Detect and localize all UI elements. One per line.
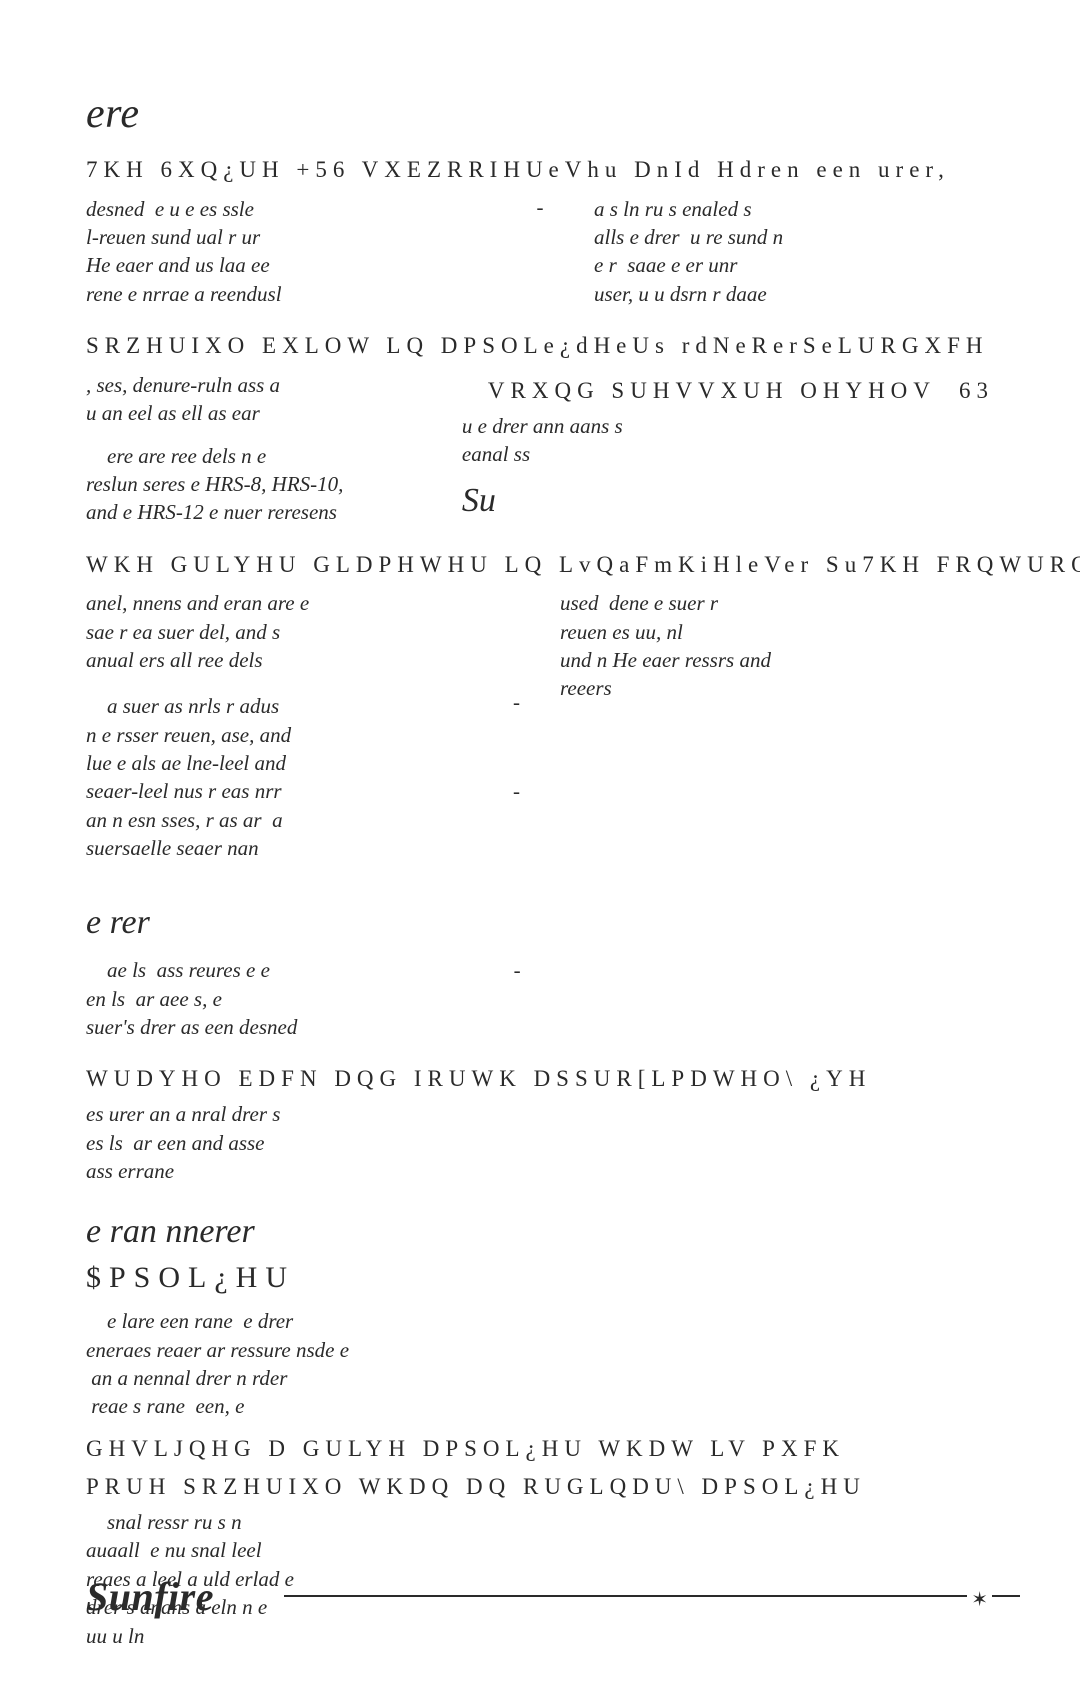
band-6a: GHVLJQHG D GULYH DPSOL¿HU WKDW LV PXFK	[86, 1435, 994, 1464]
para-b3: used dene e suer r reuen es uu, nl und n…	[560, 589, 994, 702]
footer-rule: ✶	[284, 1595, 1020, 1597]
footer-star-icon: ✶	[967, 1587, 992, 1612]
para-a1: desned e u e es ssle l-reuen sund ual r …	[86, 195, 486, 308]
two-column-block-3: anel, nnens and eran are e sae r ea suer…	[86, 585, 994, 876]
two-column-block-2: , ses, denure-ruln ass a u an eel as ell…	[86, 367, 994, 541]
para-a4: anel, nnens and eran are e sae r ea suer…	[86, 589, 520, 674]
column-right-3: used dene e suer r reuen es uu, nl und n…	[560, 585, 994, 876]
column-right-1: a s ln ru s enaled s alls e drer u re su…	[594, 191, 994, 322]
band-3-right: VRXQG SUHVVXUH OHYHOV 63	[462, 377, 994, 406]
s2-para-2: es urer an a nral drer s es ls ar een an…	[86, 1100, 495, 1185]
section-2-heading: e rer	[86, 904, 994, 942]
para-a2: , ses, denure-ruln ass a u an eel as ell…	[86, 371, 422, 428]
footer: Sunfire ✶	[86, 1573, 1020, 1620]
para-a3: ere are ree dels n e reslun seres e HRS-…	[86, 442, 422, 527]
s2-dash: -	[495, 956, 521, 984]
page: ere 7KH 6XQ¿UH +56 VXEZRRIHUeVhu DnId Hd…	[0, 0, 1080, 1704]
para-a5: a suer as nrls r adus n e rsser reuen, a…	[86, 692, 494, 862]
dash-3: -	[494, 777, 520, 805]
column-right-2: VRXQG SUHVVXUH OHYHOV 63 u e drer ann aa…	[462, 367, 994, 541]
column-left-1: desned e u e es ssle l-reuen sund ual r …	[86, 191, 486, 322]
band-2: SRZHUIXO EXLOW LQ DPSOLe¿dHeUs rdNeRerSe…	[86, 332, 994, 361]
band-6b: PRUH SRZHUIXO WKDQ DQ RUGLQDU\ DPSOL¿HU	[86, 1473, 994, 1502]
su-heading: Su	[462, 482, 994, 520]
dash-col: - -	[494, 688, 520, 876]
heading-ere: ere	[86, 90, 994, 138]
s2-para-1: ae ls ass reures e e en ls ar aee s, e s…	[86, 956, 495, 1041]
column-left-3: anel, nnens and eran are e sae r ea suer…	[86, 585, 520, 876]
amplifier-band: $PSOL¿HU	[86, 1261, 994, 1295]
band-1: 7KH 6XQ¿UH +56 VXEZRRIHUeVhu DnId Hdren …	[86, 156, 994, 185]
two-column-block-1: desned e u e es ssle l-reuen sund ual r …	[86, 191, 994, 322]
para-b2: u e drer ann aans s eanal ss	[462, 412, 994, 469]
dash-2: -	[494, 688, 520, 716]
column-left-2: , ses, denure-ruln ass a u an eel as ell…	[86, 367, 422, 541]
band-4: WKH GULYHU GLDPHWHU LQ LvQaFmKiHleVer Su…	[86, 551, 994, 580]
s3-para-1: e lare een rane e drer eneraes reaer ar …	[86, 1307, 522, 1420]
section-3-heading: e ran nnerer	[86, 1213, 994, 1251]
para-b1: a s ln ru s enaled s alls e drer u re su…	[594, 195, 994, 308]
footer-brand-logo: Sunfire	[86, 1573, 214, 1620]
band-5: WUDYHO EDFN DQG IRUWK DSSUR[LPDWHO\ ¿YH	[86, 1065, 994, 1094]
dash-1: -	[526, 195, 554, 322]
